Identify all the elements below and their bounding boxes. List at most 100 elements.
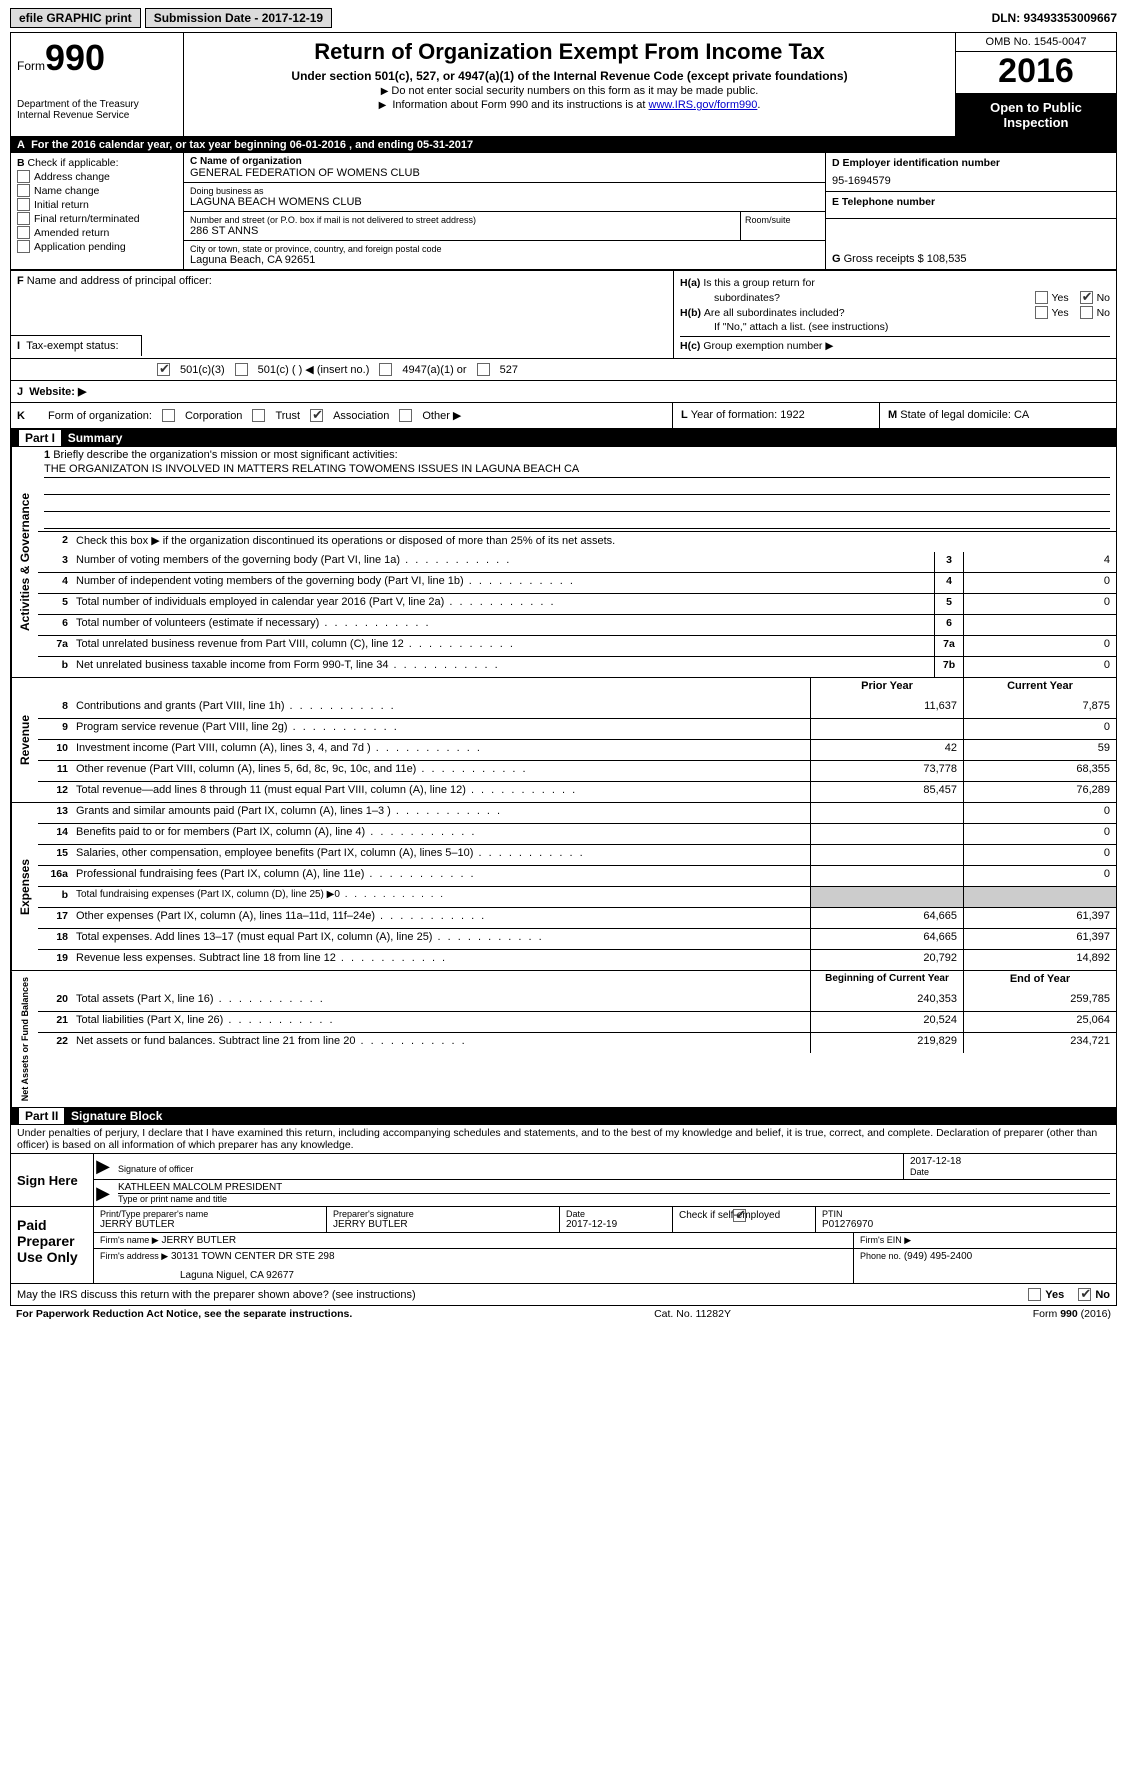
chk-initial-return[interactable] [17,198,30,211]
mission-text: THE ORGANIZATON IS INVOLVED IN MATTERS R… [44,463,1110,478]
footer-left: For Paperwork Reduction Act Notice, see … [16,1308,352,1320]
submission-date-button[interactable]: Submission Date - 2017-12-19 [145,8,332,28]
hb-no[interactable] [1080,306,1093,319]
hc-label: H(c) [680,340,700,352]
hb-note: If "No," attach a list. (see instruction… [680,321,1110,333]
vtab-net-assets: Net Assets or Fund Balances [11,971,38,1107]
e-phone-label: E Telephone number [832,196,1110,208]
f-label: F [17,275,24,287]
i-527[interactable] [477,363,490,376]
open-to-public: Open to Public Inspection [956,94,1116,136]
self-employed-chk[interactable] [733,1209,746,1222]
col-end-year: End of Year [963,971,1116,991]
sig-date: 2017-12-18 [910,1156,1110,1167]
dba-name: LAGUNA BEACH WOMENS CLUB [190,196,819,208]
mission-label: Briefly describe the organization's miss… [53,449,397,461]
street-address: 286 ST ANNS [190,225,740,237]
sig-arrow-icon: ▶ [94,1154,112,1179]
line2-text: Check this box ▶ if the organization dis… [72,532,1116,552]
i-label: Tax-exempt status: [26,340,118,352]
tax-year: 2016 [956,52,1116,94]
hb-yes[interactable] [1035,306,1048,319]
vtab-governance: Activities & Governance [11,447,38,677]
b-label: Check if applicable: [28,157,119,169]
chk-app-pending[interactable] [17,240,30,253]
city-state-zip: Laguna Beach, CA 92651 [190,254,819,266]
k-corp[interactable] [162,409,175,422]
addr-label: Number and street (or P.O. box if mail i… [190,215,740,225]
paid-preparer-label: Paid Preparer Use Only [11,1207,94,1283]
ha-yes[interactable] [1035,291,1048,304]
top-bar: efile GRAPHIC print Submission Date - 20… [10,8,1117,28]
l-label: L [681,409,688,421]
chk-amended[interactable] [17,226,30,239]
sig-arrow-icon-2: ▶ [94,1180,112,1206]
row-a-tax-year: A For the 2016 calendar year, or tax yea… [11,137,1116,153]
col-begin-year: Beginning of Current Year [810,971,963,991]
prep-date: 2017-12-19 [566,1219,666,1230]
k-trust[interactable] [252,409,265,422]
firm-ein-label: Firm's EIN ▶ [860,1235,911,1245]
perjury-statement: Under penalties of perjury, I declare th… [11,1125,1116,1154]
col-current-year: Current Year [963,678,1116,698]
vtab-expenses: Expenses [11,803,38,970]
hb-label: H(b) [680,307,701,319]
k-assoc[interactable] [310,409,323,422]
k-other[interactable] [399,409,412,422]
d-ein-label: D Employer identification number [832,157,1110,169]
year-formation: 1922 [780,409,804,421]
dept-treasury: Department of the Treasury [17,99,177,110]
sig-date-label: Date [910,1167,1110,1177]
dept-irs: Internal Revenue Service [17,110,177,121]
instructions-note: Information about Form 990 and its instr… [192,99,947,111]
discuss-no[interactable] [1078,1288,1091,1301]
firm-name: JERRY BUTLER [161,1235,236,1246]
discuss-yes[interactable] [1028,1288,1041,1301]
c-name-label: C Name of organization [190,156,302,167]
g-label: G [832,253,841,265]
j-website: Website: ▶ [29,385,86,398]
vtab-revenue: Revenue [11,678,38,802]
preparer-name: JERRY BUTLER [100,1219,320,1230]
officer-name-label: Type or print name and title [118,1194,1110,1204]
irs-link[interactable]: www.IRS.gov/form990 [649,99,758,111]
chk-final-return[interactable] [17,212,30,225]
officer-name: KATHLEEN MALCOLM PRESIDENT [118,1182,1110,1194]
i-501c[interactable] [235,363,248,376]
ssn-note: Do not enter social security numbers on … [192,85,947,97]
efile-button[interactable]: efile GRAPHIC print [10,8,141,28]
j-label: J [17,386,23,398]
firm-phone: (949) 495-2400 [904,1251,972,1262]
part-1-header: Part I Summary [11,429,1116,447]
form-subtitle: Under section 501(c), 527, or 4947(a)(1)… [192,69,947,83]
sig-officer-label: Signature of officer [118,1164,897,1174]
footer-mid: Cat. No. 11282Y [654,1308,731,1320]
part-2-header: Part II Signature Block [11,1107,1116,1125]
ptin: P01276970 [822,1219,1110,1230]
discuss-text: May the IRS discuss this return with the… [17,1289,416,1301]
form-title: Return of Organization Exempt From Incom… [192,39,947,65]
col-prior-year: Prior Year [810,678,963,698]
ha-no[interactable] [1080,291,1093,304]
page-footer: For Paperwork Reduction Act Notice, see … [10,1306,1117,1322]
dba-label: Doing business as [190,186,819,196]
form-frame: Form990 Department of the Treasury Inter… [10,32,1117,1306]
org-name: GENERAL FEDERATION OF WOMENS CLUB [190,167,819,179]
sign-here-label: Sign Here [11,1154,94,1206]
ein-value: 95-1694579 [832,175,1110,187]
chk-name-change[interactable] [17,184,30,197]
firm-addr1: 30131 TOWN CENTER DR STE 298 [171,1251,335,1262]
dln-label: DLN: 93493353009667 [992,11,1117,25]
state-domicile: CA [1014,409,1029,421]
section-b-cdefg: B Check if applicable: Address change Na… [11,153,1116,270]
city-label: City or town, state or province, country… [190,244,819,254]
form-number: Form990 [17,37,177,79]
footer-right: Form 990 (2016) [1033,1308,1111,1320]
i-4947[interactable] [379,363,392,376]
omb-number: OMB No. 1545-0047 [956,33,1116,52]
i-501c3[interactable] [157,363,170,376]
ha-label: H(a) [680,277,700,289]
form-header: Form990 Department of the Treasury Inter… [11,33,1116,137]
chk-address-change[interactable] [17,170,30,183]
section-f-h: F Name and address of principal officer:… [11,270,1116,359]
